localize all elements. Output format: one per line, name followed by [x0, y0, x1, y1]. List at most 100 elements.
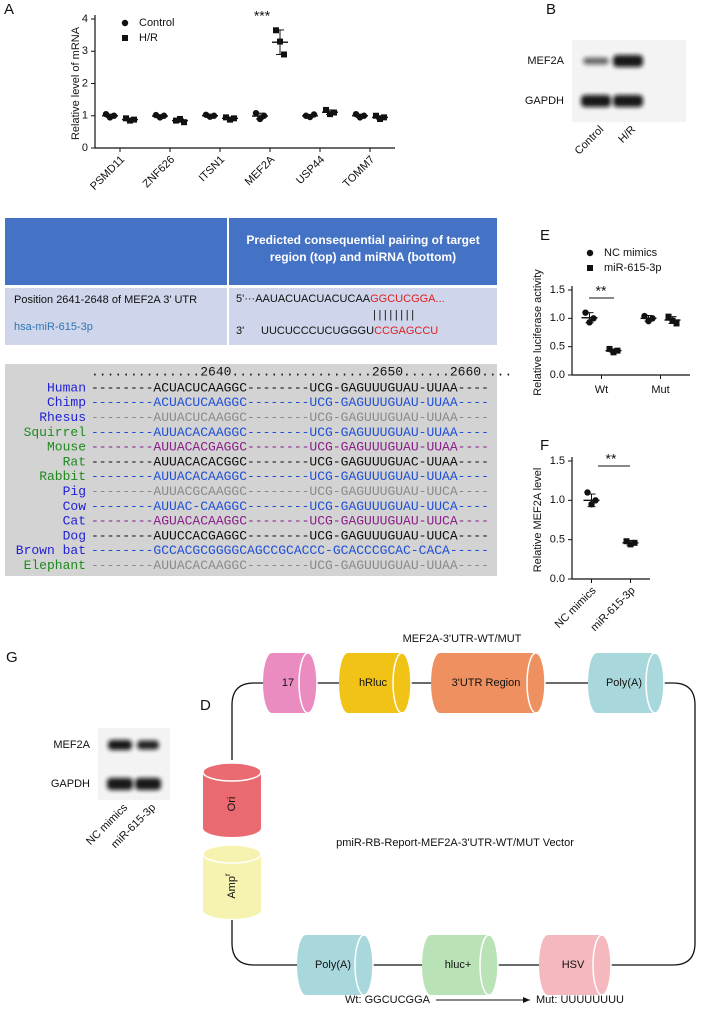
data-point: [641, 312, 648, 320]
species-name: Brown bat: [16, 543, 86, 558]
sequence: --------AUUACUCAAGGC--------UCG-GAGUUUGU…: [91, 410, 489, 425]
diagram-title: MEF2A-3'UTR-WT/MUT: [403, 633, 522, 645]
y-tick-label: 2: [82, 77, 88, 89]
legend-label: H/R: [139, 32, 158, 44]
data-point: [121, 19, 129, 27]
table-header-cell: [229, 218, 497, 285]
species-name: Rhesus: [39, 410, 86, 425]
cylinder-label-text: Amp: [226, 876, 238, 899]
x-tick-label: TOMM7: [341, 154, 377, 190]
sequence: --------AGUACACAAGGC--------UCG-GAGUUUGU…: [91, 514, 489, 529]
cylinder: Poly(A): [588, 652, 665, 714]
sequence: --------AUUACACACGGC--------UCG-GAGUUUGU…: [91, 454, 489, 469]
cylinder: Poly(A): [297, 934, 374, 996]
table-cell: [229, 288, 497, 345]
sequence: --------AUUACACGAGGC--------UCG-GAGUUUGU…: [91, 440, 489, 455]
mirna-seq-part: UUCUCCCUCUGGGU: [261, 325, 374, 337]
y-tick-label: 3: [82, 45, 88, 57]
data-point: [627, 541, 634, 548]
data-point: [131, 116, 137, 123]
panel-letter: A: [4, 1, 14, 18]
target-seq: 5'···AAUACUACUACUCAAGGCUCGGA...: [236, 293, 445, 305]
data-point: [110, 112, 118, 119]
y-tick-label: 0.5: [550, 534, 565, 546]
y-tick-label: 0.5: [550, 341, 565, 353]
data-point: [610, 349, 617, 356]
sequence: --------AUUACGCAAGGC--------UCG-GAGUUUGU…: [91, 484, 489, 499]
mirna-seq-part: 3': [236, 325, 244, 337]
blot-lane-label: H/R: [616, 124, 638, 146]
data-point: [584, 489, 591, 496]
data-point: [373, 112, 379, 119]
blot-band: [583, 57, 609, 65]
data-point: [323, 106, 329, 113]
data-point: [227, 116, 233, 123]
data-point: [665, 313, 672, 320]
data-point: [587, 265, 593, 271]
cylinder-label: 3'UTR Region: [452, 677, 521, 689]
data-point: [377, 115, 383, 122]
y-tick-label: 0.0: [550, 369, 565, 381]
sequence: --------ACUACUCAAGGC--------UCG-GAGUUUGU…: [91, 395, 489, 410]
data-point: [586, 249, 594, 257]
cylinder-face: [526, 652, 546, 714]
blot-band: [613, 55, 643, 67]
wt-seq: Wt: GGCUCGGA: [345, 994, 431, 1006]
y-tick-label: 1.0: [550, 494, 565, 506]
data-point: [281, 51, 287, 58]
cylinder: 17: [263, 652, 318, 714]
table-header-cell: [5, 218, 227, 285]
data-point: [669, 317, 676, 324]
sequence: --------ACUACUCAAGGC--------UCG-GAGUUUGU…: [91, 380, 489, 395]
annotation: **: [596, 283, 607, 299]
data-point: [252, 109, 260, 117]
species-name: Pig: [63, 484, 86, 499]
data-point: [592, 497, 599, 504]
data-point: [223, 114, 229, 121]
vector-backbone: [231, 682, 696, 966]
x-tick-label: ZNF626: [141, 154, 178, 191]
blot-band: [108, 740, 132, 750]
data-point: [127, 117, 133, 124]
species-name: Chimp: [47, 395, 86, 410]
data-point: [273, 27, 279, 34]
target-seq-part: 5'···AAUACUACUACUCAA: [236, 293, 371, 305]
species-name: Rat: [63, 454, 86, 469]
data-point: [331, 109, 337, 116]
x-tick-label: ITSN1: [197, 154, 228, 185]
cylinder-face: [592, 934, 612, 996]
table-mirna-name: hsa-miR-615-3p: [14, 321, 93, 333]
y-tick-label: 1: [82, 110, 88, 122]
species-name: Squirrel: [24, 425, 87, 440]
data-point: [231, 115, 237, 122]
y-tick-label: 1.5: [550, 284, 565, 296]
sequence: --------AUUACACAAGGC--------UCG-GAGUUUGU…: [91, 558, 489, 573]
table-header-text: Predicted consequential pairing of targe…: [246, 233, 480, 264]
pairs: ||||||||: [373, 309, 417, 321]
cylinder-label: hRluc: [359, 677, 388, 689]
mirna-seq: 3' UUCUCCCUCUGGGUCCGAGCCU: [236, 325, 438, 337]
data-point: [310, 111, 318, 118]
cylinder: HSV: [539, 934, 612, 996]
cylinder-body: [440, 653, 536, 713]
cylinder: 3'UTR Region: [431, 652, 546, 714]
data-point: [123, 115, 129, 122]
cylinder-label: Poly(A): [606, 677, 642, 689]
legend-label: miR-615-3p: [604, 262, 661, 274]
data-point: [122, 35, 128, 41]
data-point: [606, 345, 613, 352]
blot-band: [581, 95, 611, 107]
x-tick-label: Wt: [595, 384, 608, 396]
y-tick-label: 4: [82, 13, 88, 25]
species-name: Cow: [63, 499, 87, 514]
species-name: Elephant: [24, 558, 86, 573]
blot-bg: [572, 40, 686, 122]
cylinder-label-sup: r: [223, 873, 232, 876]
data-point: [277, 38, 283, 45]
blot-band: [137, 740, 159, 750]
data-point: [623, 538, 630, 545]
alignment-box: [5, 364, 497, 576]
sequence: --------GCCACGCGGGGCAGCCGCACCC-GCACCCGCA…: [91, 543, 489, 558]
alignment-ruler: ..............2640..................2650…: [91, 364, 512, 379]
data-point: [649, 315, 656, 322]
